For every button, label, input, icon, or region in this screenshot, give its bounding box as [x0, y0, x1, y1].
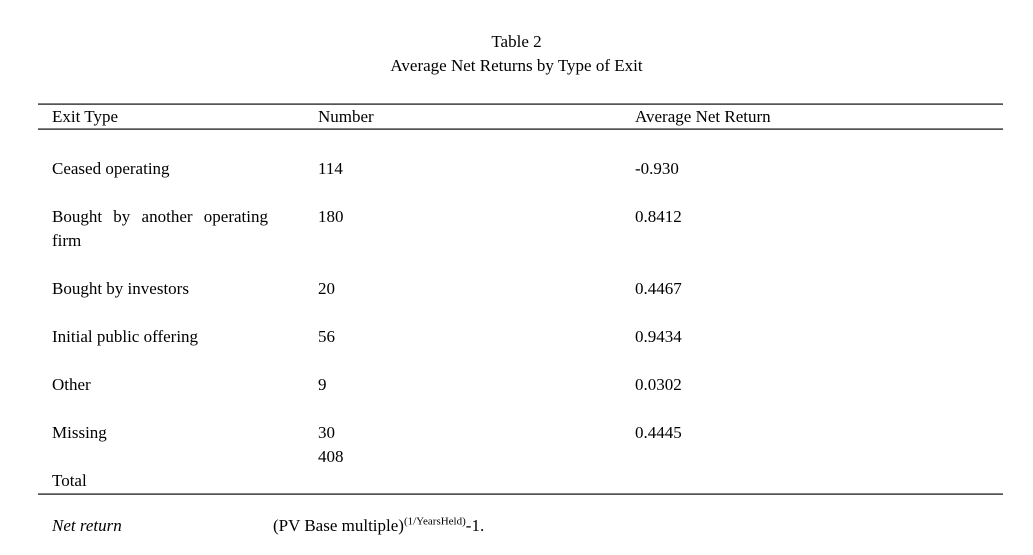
table-caption-number: Table 2 [491, 32, 542, 51]
cell-number: 180 [318, 207, 344, 226]
table-rule-bottom [38, 493, 1003, 495]
cell-exit-type: Ceased operating [52, 159, 170, 178]
formula-exponent: (1/YearsHeld) [403, 515, 466, 528]
table-row: Bought by investors 20 0.4467 [38, 277, 1003, 301]
formula-base: (PV Base multiple) [273, 516, 404, 535]
cell-avg-net-return: 0.4445 [635, 423, 682, 442]
formula-tail: -1. [465, 516, 485, 535]
cell-avg-net-return [635, 445, 989, 469]
cell-number: 20 [318, 279, 335, 298]
cell-avg-net-return [635, 469, 989, 493]
cell-number: 9 [318, 375, 327, 394]
cell-number: 114 [318, 159, 343, 178]
cell-avg-net-return: 0.9434 [635, 327, 682, 346]
column-header-exit-type: Exit Type [52, 107, 119, 126]
cell-avg-net-return: 0.8412 [635, 207, 682, 226]
table-header-row: Exit Type Number Average Net Return [38, 105, 1003, 128]
footnote-term: Net return [52, 516, 122, 535]
table-row: Initial public offering 56 0.9434 [38, 325, 1003, 349]
footnote-formula: (PV Base multiple)(1/YearsHeld)-1. [273, 513, 484, 539]
table-caption: Table 2 Average Net Returns by Type of E… [0, 0, 1033, 78]
column-header-avg-net-return: Average Net Return [635, 107, 771, 126]
table-row-total-label: Total [38, 469, 1003, 493]
table-footnote: Net return (PV Base multiple)(1/YearsHel… [38, 513, 1003, 539]
cell-number: 56 [318, 327, 335, 346]
table-body: Ceased operating 114 -0.930 Bought by an… [38, 130, 1003, 493]
cell-avg-net-return: 0.4467 [635, 279, 682, 298]
cell-exit-type: Bought by another operating firm [52, 207, 268, 250]
cell-avg-net-return: 0.0302 [635, 375, 682, 394]
column-header-number: Number [318, 107, 374, 126]
cell-exit-type [52, 445, 318, 469]
table-row: Bought by another operating firm 180 0.8… [38, 205, 1003, 253]
cell-total-label: Total [52, 471, 87, 490]
table-row-total-number: 408 [38, 445, 1003, 469]
table-row: Missing 30 0.4445 [38, 421, 1003, 445]
cell-exit-type: Bought by investors [52, 279, 189, 298]
cell-exit-type: Missing [52, 423, 107, 442]
cell-avg-net-return: -0.930 [635, 159, 679, 178]
table-row: Other 9 0.0302 [38, 373, 1003, 397]
cell-total-number: 408 [318, 447, 344, 466]
table-rule-top [38, 103, 1003, 105]
table-caption-title: Average Net Returns by Type of Exit [390, 56, 643, 75]
table: Exit Type Number Average Net Return Ceas… [38, 103, 1003, 539]
cell-number [318, 469, 635, 493]
table-rule-header-bottom [38, 128, 1003, 130]
cell-exit-type: Other [52, 375, 91, 394]
cell-exit-type: Initial public offering [52, 327, 199, 346]
table-row: Ceased operating 114 -0.930 [38, 157, 1003, 181]
cell-number: 30 [318, 423, 335, 442]
